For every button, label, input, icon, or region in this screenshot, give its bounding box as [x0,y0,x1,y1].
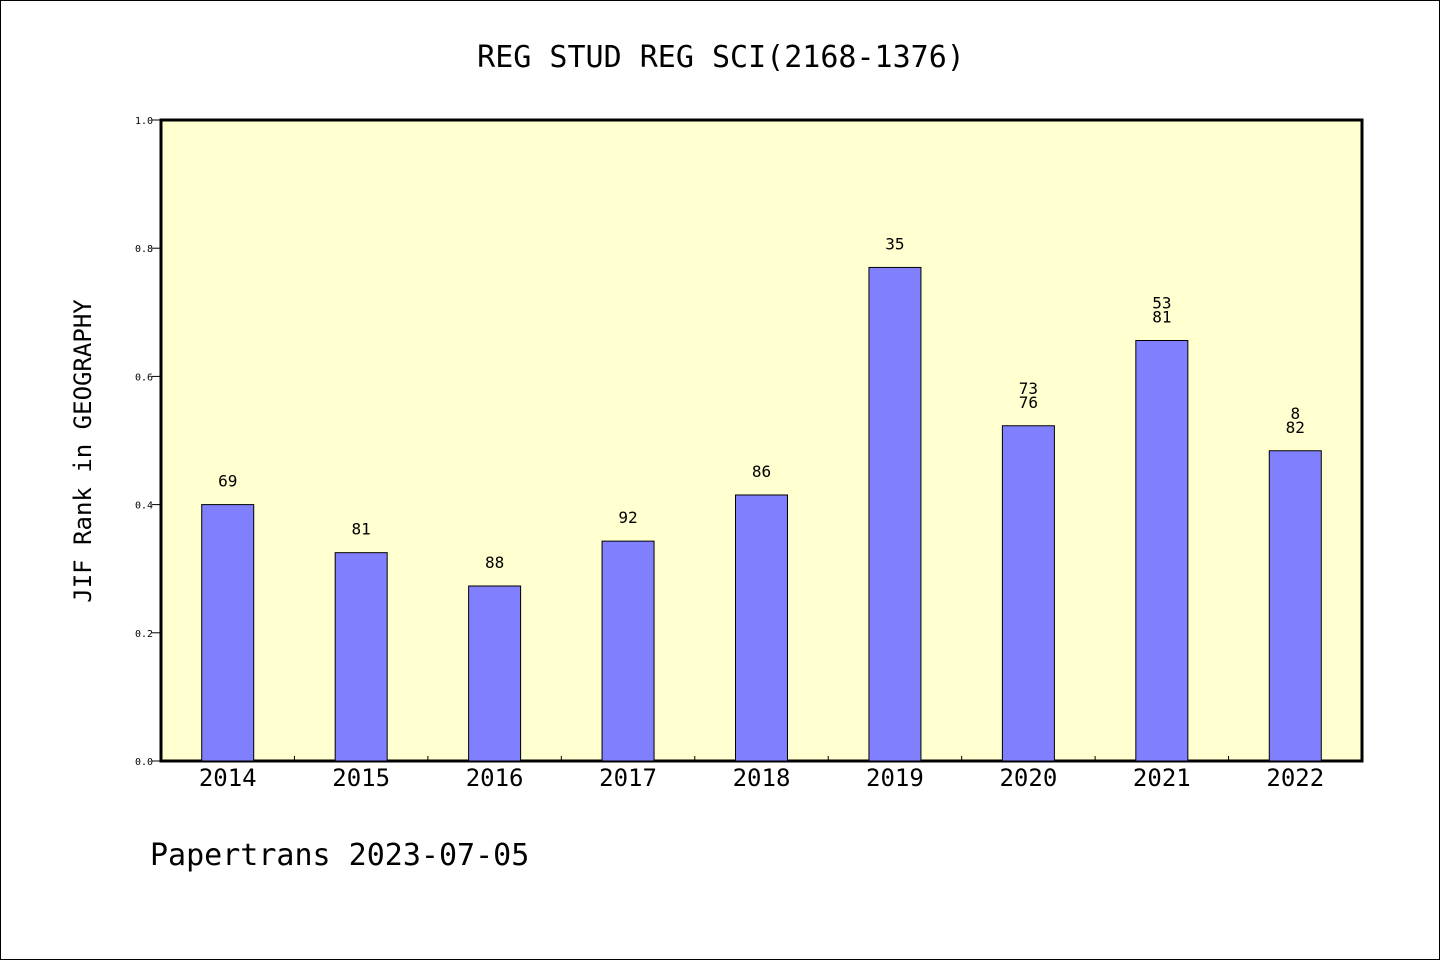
bar-data-label: 81 [1152,308,1171,327]
bar-data-label: 88 [485,553,504,572]
x-tick-label: 2016 [466,764,524,792]
bar-data-label: 76 [1019,393,1038,412]
y-tick-label: 0.8 [135,244,153,255]
y-tick-label: 0.6 [135,372,153,383]
bar-data-label: 82 [1286,418,1305,437]
x-tick-label: 2015 [332,764,390,792]
bar [601,540,655,762]
x-tick-label: 2014 [199,764,257,792]
bar-data-label: 86 [752,462,771,481]
x-tick-label: 2018 [733,764,791,792]
y-axis-label: JIF Rank in GEOGRAPHY [69,299,97,603]
x-tick-label: 2022 [1266,764,1324,792]
bar-data-label: 53 [1152,294,1171,313]
y-axis: 0.0 0.2 0.4 0.6 0.8 1.0 [135,116,161,768]
x-axis: 2014 2015 2016 2017 2018 2019 2020 2021 2022 [199,756,1324,792]
bar-data-label: 69 [218,472,237,491]
bar [334,552,388,762]
x-tick-label: 2020 [999,764,1057,792]
bar [1268,450,1322,762]
bar [1135,340,1189,762]
x-tick-label: 2019 [866,764,924,792]
y-tick-label: 0.4 [135,501,153,512]
bar [1001,425,1055,762]
y-tick-label: 0.0 [135,757,153,768]
chart-title: REG STUD REG SCI(2168-1376) [477,40,965,75]
bar-data-label: 35 [885,234,904,253]
bar [868,266,922,762]
bar [468,585,522,762]
bar [735,494,788,762]
x-tick-label: 2017 [599,764,657,792]
bar-data-label: 8 [1290,404,1300,423]
bar-data-label: 73 [1019,379,1038,398]
y-tick-label: 1.0 [135,116,153,127]
y-tick-label: 0.2 [135,629,153,640]
footer-text: Papertrans 2023-07-05 [150,838,529,873]
bar-data-label: 81 [352,520,371,539]
bar [201,504,255,762]
x-tick-label: 2021 [1133,764,1191,792]
bar-data-label: 92 [618,508,637,527]
